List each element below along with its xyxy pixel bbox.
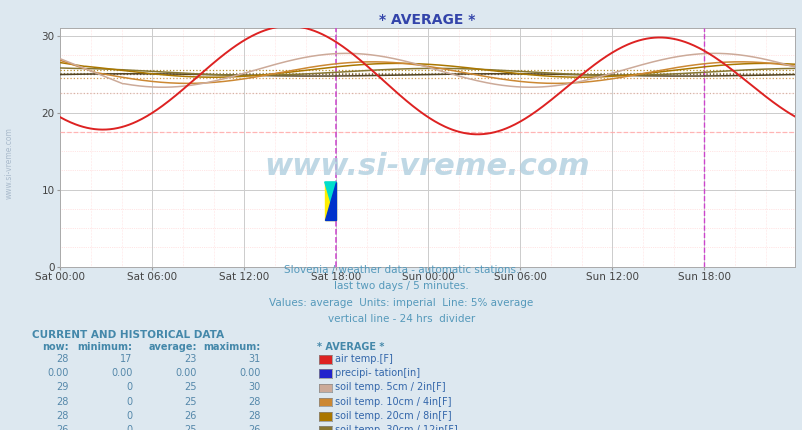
Text: 25: 25 <box>184 425 196 430</box>
Text: 0.00: 0.00 <box>47 368 68 378</box>
Text: 28: 28 <box>249 396 261 407</box>
Text: 29: 29 <box>56 382 68 393</box>
Text: soil temp. 30cm / 12in[F]: soil temp. 30cm / 12in[F] <box>334 425 457 430</box>
Polygon shape <box>324 182 336 221</box>
Text: 0: 0 <box>126 425 132 430</box>
Text: Values: average  Units: imperial  Line: 5% average: Values: average Units: imperial Line: 5%… <box>269 298 533 308</box>
Text: maximum:: maximum: <box>204 342 261 353</box>
Text: 0.00: 0.00 <box>239 368 261 378</box>
Text: 0: 0 <box>126 411 132 421</box>
Text: 17: 17 <box>120 354 132 364</box>
Text: soil temp. 5cm / 2in[F]: soil temp. 5cm / 2in[F] <box>334 382 445 393</box>
Text: now:: now: <box>42 342 68 353</box>
Text: 0.00: 0.00 <box>111 368 132 378</box>
Polygon shape <box>324 182 336 221</box>
Text: 26: 26 <box>56 425 68 430</box>
Text: 25: 25 <box>184 396 196 407</box>
Text: soil temp. 10cm / 4in[F]: soil temp. 10cm / 4in[F] <box>334 396 451 407</box>
Text: air temp.[F]: air temp.[F] <box>334 354 392 364</box>
Text: 25: 25 <box>184 382 196 393</box>
Text: 0: 0 <box>126 382 132 393</box>
Text: last two days / 5 minutes.: last two days / 5 minutes. <box>334 281 468 292</box>
Text: * AVERAGE *: * AVERAGE * <box>317 342 384 353</box>
Title: * AVERAGE *: * AVERAGE * <box>379 13 476 27</box>
Text: 28: 28 <box>56 396 68 407</box>
Text: 26: 26 <box>249 425 261 430</box>
Text: average:: average: <box>148 342 196 353</box>
Text: 23: 23 <box>184 354 196 364</box>
Bar <box>324 182 336 221</box>
Text: www.si-vreme.com: www.si-vreme.com <box>265 152 589 181</box>
Text: 0.00: 0.00 <box>175 368 196 378</box>
Text: 28: 28 <box>56 411 68 421</box>
Text: 26: 26 <box>184 411 196 421</box>
Text: 28: 28 <box>56 354 68 364</box>
Text: precipi- tation[in]: precipi- tation[in] <box>334 368 419 378</box>
Text: minimum:: minimum: <box>78 342 132 353</box>
Text: 30: 30 <box>249 382 261 393</box>
Text: CURRENT AND HISTORICAL DATA: CURRENT AND HISTORICAL DATA <box>32 329 224 340</box>
Text: 28: 28 <box>249 411 261 421</box>
Text: 0: 0 <box>126 396 132 407</box>
Text: 31: 31 <box>249 354 261 364</box>
Text: Slovenia / weather data - automatic stations.: Slovenia / weather data - automatic stat… <box>283 265 519 275</box>
Text: vertical line - 24 hrs  divider: vertical line - 24 hrs divider <box>327 314 475 324</box>
Text: www.si-vreme.com: www.si-vreme.com <box>5 127 14 200</box>
Text: soil temp. 20cm / 8in[F]: soil temp. 20cm / 8in[F] <box>334 411 451 421</box>
